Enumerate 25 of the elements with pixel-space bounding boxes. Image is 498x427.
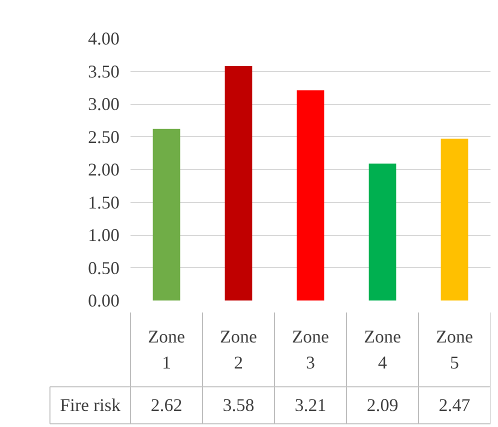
data-label: 2.62 (150, 395, 182, 416)
bar (224, 66, 252, 300)
data-label: 3.58 (222, 395, 254, 416)
x-tick-label: Zone 3 (292, 326, 330, 373)
y-tick-label: 1.50 (88, 192, 120, 212)
y-tick-label: 3.50 (88, 61, 120, 82)
bar (440, 138, 468, 300)
x-tick-label: Zone 1 (148, 326, 186, 373)
y-tick-label: 4.00 (88, 28, 120, 48)
data-label: 2.09 (366, 395, 398, 416)
y-tick-label: 1.00 (88, 225, 120, 245)
x-tick-label: Zone 2 (220, 326, 258, 373)
y-tick-label: 0.00 (88, 290, 120, 310)
x-tick-label: Zone 4 (364, 326, 402, 373)
y-tick-label: 2.00 (88, 160, 120, 180)
text: Fire risk (60, 395, 120, 416)
x-tick-label: Zone 5 (436, 326, 474, 373)
data-label: 3.21 (294, 395, 326, 416)
data-label: 2.47 (438, 395, 470, 416)
bar (296, 90, 324, 300)
bar (368, 164, 396, 300)
y-tick-label: 2.50 (88, 126, 120, 147)
y-tick-label: 0.50 (88, 258, 120, 278)
bar (152, 128, 180, 300)
y-tick-label: 3.00 (88, 94, 120, 114)
